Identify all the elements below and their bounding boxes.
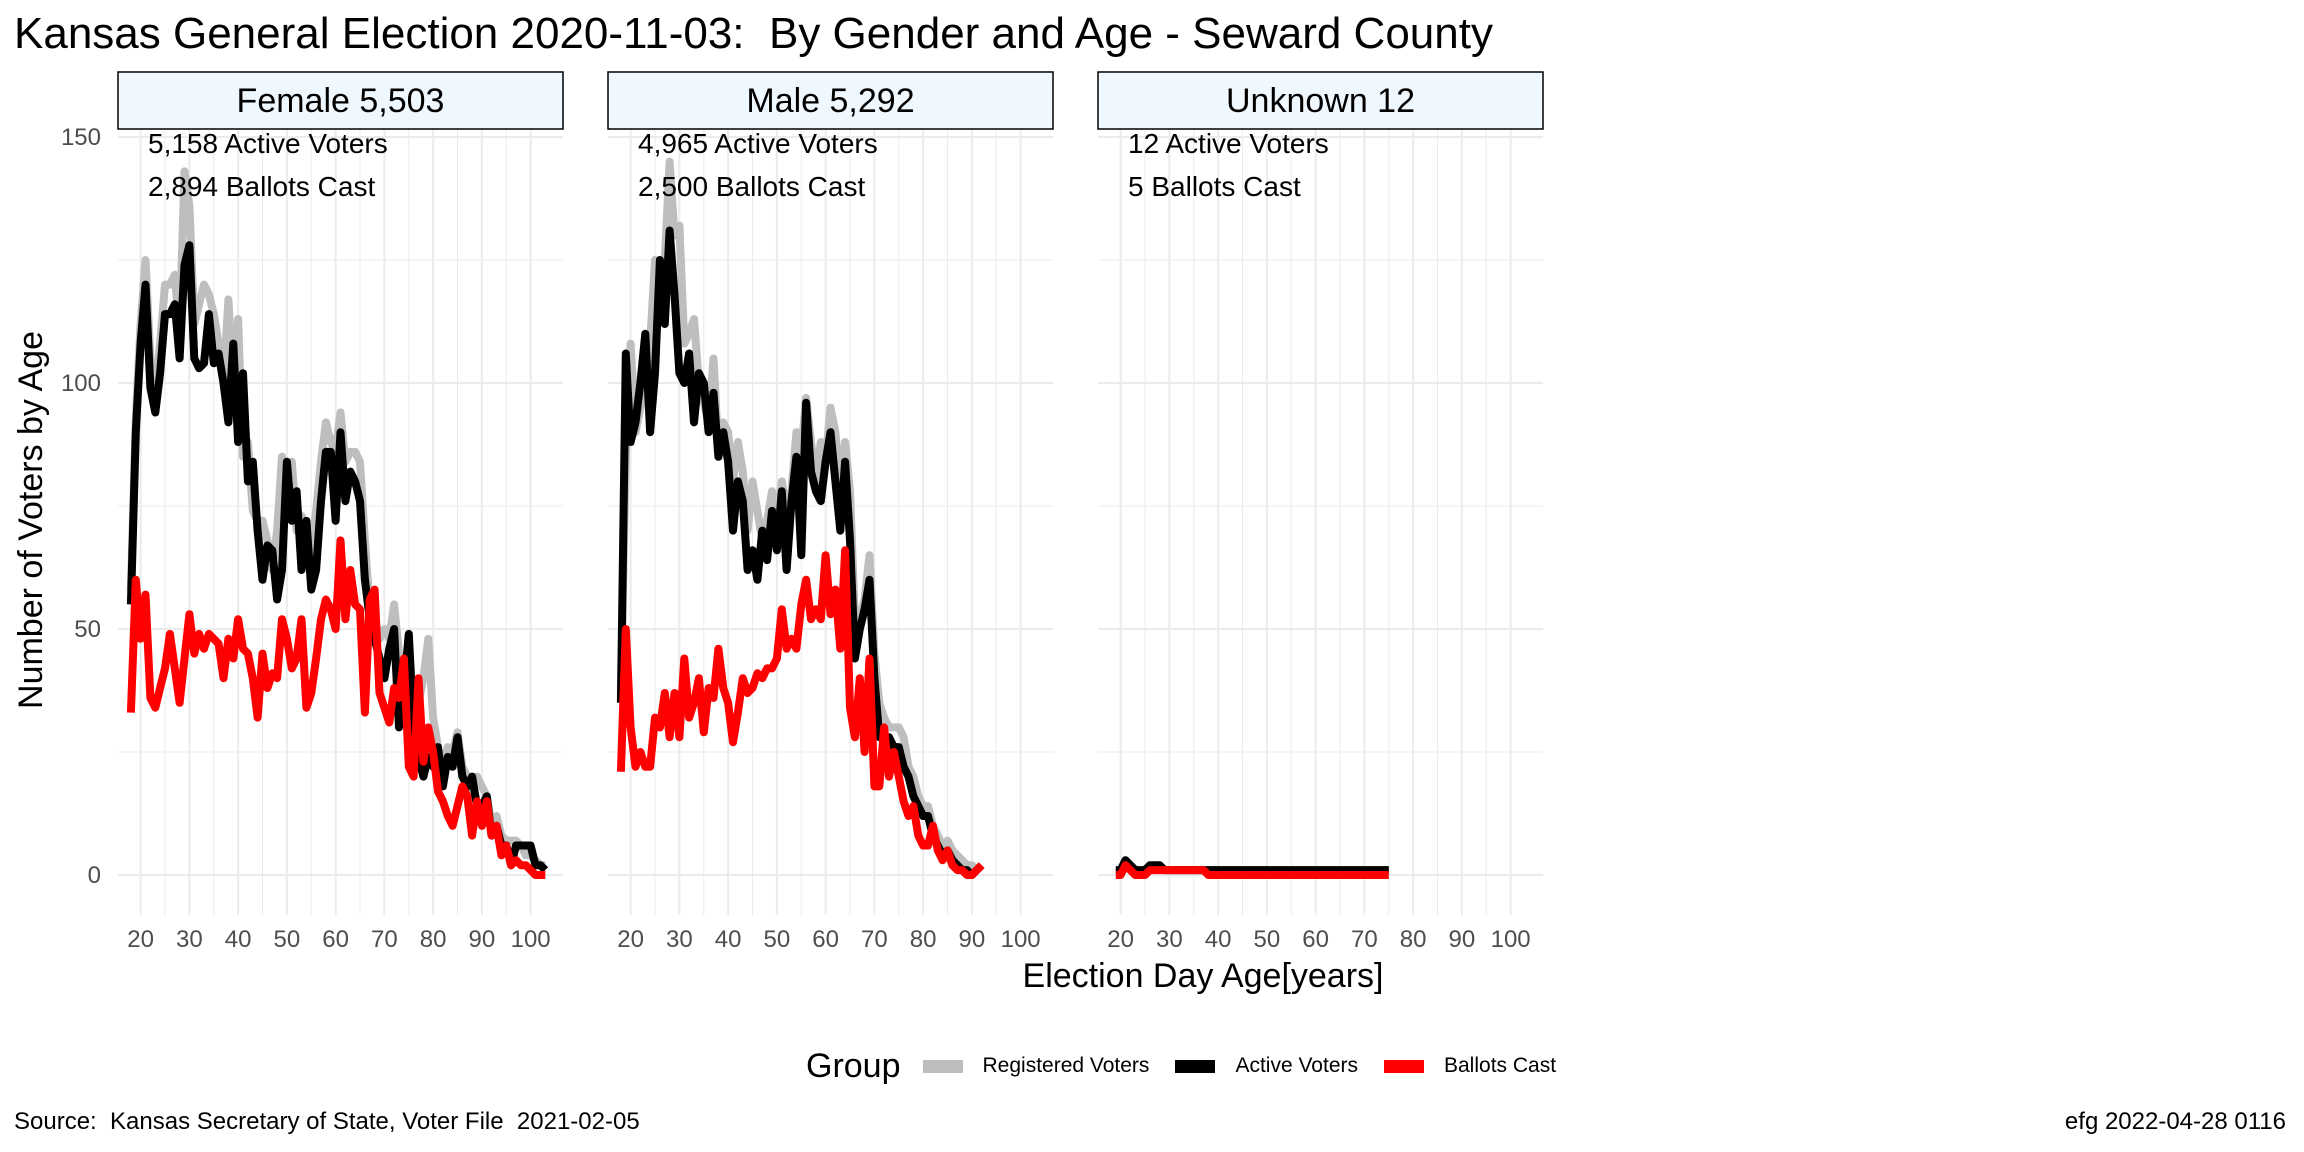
legend-label-registered: Registered Voters <box>982 1054 1150 1077</box>
annotation-ballots-cast: 2,500 Ballots Cast <box>638 171 865 202</box>
y-tick-label: 150 <box>61 124 101 151</box>
x-tick-label: 100 <box>511 926 551 953</box>
x-tick-label: 20 <box>127 926 154 953</box>
x-tick-label: 50 <box>274 926 301 953</box>
x-tick-label: 90 <box>1449 926 1476 953</box>
legend-label-ballots: Ballots Cast <box>1444 1054 1557 1077</box>
faceted-line-chart: Female 5,503 5,158 Active Voters 2,894 Bal… <box>12 71 1544 995</box>
legend-label-active: Active Voters <box>1235 1054 1358 1077</box>
annotation-active-voters: 4,965 Active Voters <box>638 128 878 159</box>
legend-key-registered <box>922 1059 963 1073</box>
x-tick-label: 100 <box>1001 926 1041 953</box>
timestamp: efg 2022-04-28 0116 <box>2064 1108 2286 1135</box>
x-tick-label: 80 <box>910 926 937 953</box>
facet-strip-label: Female 5,503 <box>237 82 445 120</box>
legend-item-active: Active Voters <box>1175 1054 1358 1078</box>
y-tick-label: 100 <box>61 370 101 397</box>
x-tick-label: 90 <box>469 926 496 953</box>
x-axis-title: Election Day Age[years] <box>1023 957 1384 995</box>
series-line-ballots <box>126 536 546 879</box>
chart-title: Kansas General Election 2020-11-03: By G… <box>14 9 1493 58</box>
series-line-ballots <box>616 546 985 879</box>
x-tick-label: 70 <box>1351 926 1378 953</box>
panel-3: Unknown 12 12 Active Voters 5 Ballots Cast… <box>1097 71 1544 953</box>
legend-key-active <box>1175 1059 1216 1073</box>
series-line-active <box>616 226 985 879</box>
panel-2: Male 5,292 4,965 Active Voters 2,500 Ballo… <box>607 71 1054 953</box>
x-tick-label: 30 <box>666 926 693 953</box>
annotation-active-voters: 12 Active Voters <box>1128 128 1329 159</box>
x-tick-label: 90 <box>959 926 986 953</box>
legend-title: Group <box>806 1046 901 1085</box>
x-tick-label: 40 <box>225 926 252 953</box>
x-tick-label: 70 <box>371 926 398 953</box>
source-note: Source: Kansas Secretary of State, Voter… <box>14 1108 640 1135</box>
x-tick-label: 50 <box>764 926 791 953</box>
facet-strip <box>1097 71 1544 130</box>
y-tick-label: 0 <box>88 862 101 889</box>
series-line-ballots <box>1115 861 1389 879</box>
x-tick-label: 40 <box>715 926 742 953</box>
x-tick-label: 60 <box>322 926 349 953</box>
x-tick-label: 60 <box>812 926 839 953</box>
y-axis-title: Number of Voters by Age <box>12 331 50 709</box>
facet-strip-label: Unknown 12 <box>1226 82 1415 120</box>
x-tick-label: 60 <box>1302 926 1329 953</box>
legend: Group Registered Voters Active Voters Ba… <box>806 1040 1582 1092</box>
x-tick-label: 20 <box>1107 926 1134 953</box>
x-tick-label: 50 <box>1254 926 1281 953</box>
x-tick-label: 70 <box>861 926 888 953</box>
x-tick-label: 30 <box>1156 926 1183 953</box>
x-tick-label: 100 <box>1491 926 1531 953</box>
x-tick-label: 30 <box>176 926 203 953</box>
annotation-ballots-cast: 2,894 Ballots Cast <box>148 171 375 202</box>
facet-strip <box>117 71 564 130</box>
annotation-active-voters: 5,158 Active Voters <box>148 128 388 159</box>
legend-item-registered: Registered Voters <box>922 1054 1150 1078</box>
x-tick-label: 40 <box>1205 926 1232 953</box>
legend-item-ballots: Ballots Cast <box>1384 1054 1556 1078</box>
x-tick-label: 80 <box>420 926 447 953</box>
x-tick-label: 80 <box>1400 926 1427 953</box>
facet-strip-label: Male 5,292 <box>746 82 914 120</box>
x-tick-label: 20 <box>617 926 644 953</box>
annotation-ballots-cast: 5 Ballots Cast <box>1128 171 1301 202</box>
panel-1: Female 5,503 5,158 Active Voters 2,894 Bal… <box>117 71 564 953</box>
legend-key-ballots <box>1384 1059 1424 1073</box>
facet-strip <box>607 71 1054 130</box>
y-tick-label: 50 <box>74 616 101 643</box>
